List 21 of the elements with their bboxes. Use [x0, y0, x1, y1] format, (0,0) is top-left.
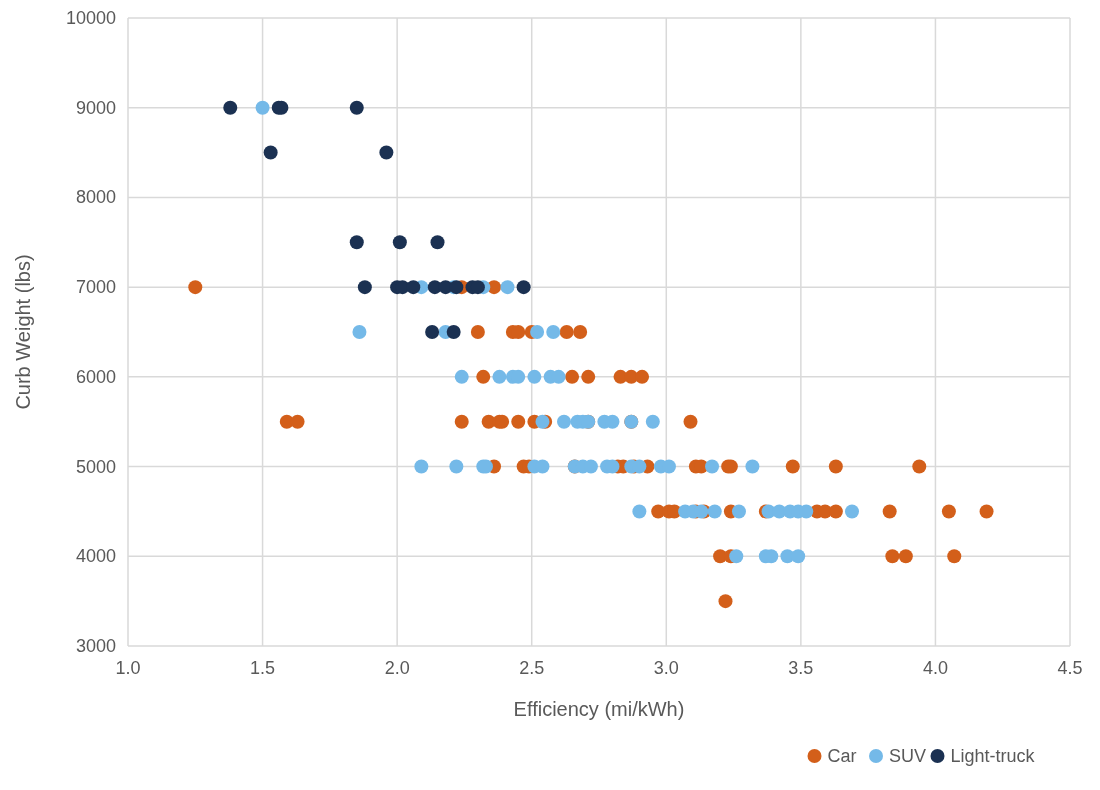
x-axis-title: Efficiency (mi/kWh)	[513, 698, 685, 720]
y-tick-label: 5000	[75, 456, 116, 477]
x-tick-label: 4.0	[922, 658, 948, 678]
x-tick-label: 2.0	[384, 658, 410, 678]
y-tick-label: 10000	[65, 8, 116, 28]
legend-label: Car	[827, 746, 857, 766]
x-tick-label: 4.5	[1057, 658, 1083, 678]
y-tick-label: 7000	[75, 277, 116, 298]
y-tick-label: 6000	[75, 366, 116, 387]
legend-label: Light-truck	[950, 746, 1036, 766]
y-tick-label: 4000	[75, 546, 116, 567]
y-tick-label: 3000	[75, 636, 116, 656]
x-tick-label: 3.0	[653, 658, 679, 678]
x-tick-label: 1.5	[250, 658, 276, 678]
y-axis-title: Curb Weight (lbs)	[12, 254, 34, 410]
x-tick-label: 2.5	[519, 658, 545, 678]
y-tick-label: 8000	[75, 187, 116, 208]
legend-label: SUV	[889, 746, 927, 766]
x-tick-label: 3.5	[788, 658, 814, 678]
x-tick-label: 1.0	[115, 658, 141, 678]
y-tick-label: 9000	[75, 97, 116, 118]
